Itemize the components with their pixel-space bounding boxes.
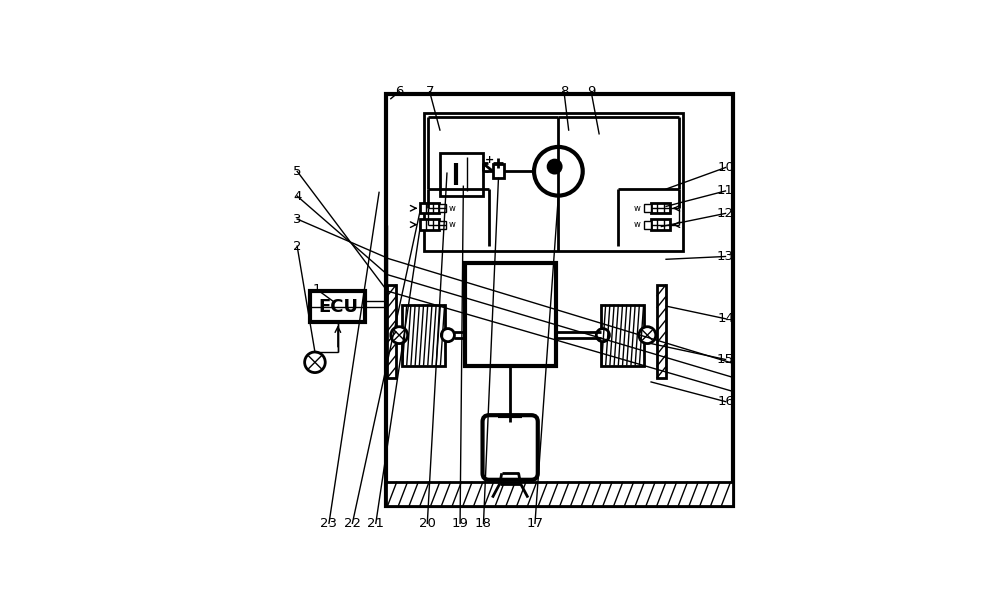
Bar xyxy=(644,221,651,229)
Bar xyxy=(386,482,733,506)
Text: w: w xyxy=(448,204,455,213)
Text: 21: 21 xyxy=(367,517,384,530)
Bar xyxy=(402,305,445,365)
Circle shape xyxy=(534,147,583,196)
Text: 17: 17 xyxy=(526,517,543,530)
Bar xyxy=(420,203,439,213)
Bar xyxy=(387,285,396,378)
Bar xyxy=(493,164,504,178)
Bar xyxy=(601,305,644,365)
Bar xyxy=(439,204,446,212)
Bar xyxy=(440,153,483,196)
Text: 19: 19 xyxy=(452,517,469,530)
Circle shape xyxy=(548,160,561,173)
Text: 20: 20 xyxy=(419,517,436,530)
Bar xyxy=(420,219,439,230)
Text: 1: 1 xyxy=(313,283,322,296)
Text: +: + xyxy=(484,155,494,165)
Text: w: w xyxy=(448,220,455,229)
Text: 6: 6 xyxy=(395,85,403,98)
Text: -: - xyxy=(484,167,488,177)
Text: 12: 12 xyxy=(717,207,734,220)
Text: 16: 16 xyxy=(717,395,734,408)
FancyBboxPatch shape xyxy=(483,415,538,480)
Text: 3: 3 xyxy=(293,213,301,226)
Text: 8: 8 xyxy=(560,85,568,98)
Text: 2: 2 xyxy=(293,240,301,253)
Text: 10: 10 xyxy=(717,161,734,174)
Circle shape xyxy=(596,328,609,342)
Bar xyxy=(439,221,446,229)
Bar xyxy=(651,203,670,213)
Circle shape xyxy=(441,328,454,342)
Bar xyxy=(657,285,666,378)
Circle shape xyxy=(305,352,325,373)
Bar xyxy=(310,291,365,322)
Text: 11: 11 xyxy=(717,184,734,198)
Text: 15: 15 xyxy=(717,353,734,366)
Circle shape xyxy=(639,326,656,344)
Text: 4: 4 xyxy=(293,190,301,202)
Text: 7: 7 xyxy=(425,85,434,98)
Text: 23: 23 xyxy=(320,517,337,530)
Text: 13: 13 xyxy=(717,250,734,263)
Text: w: w xyxy=(634,204,641,213)
Text: 18: 18 xyxy=(475,517,492,530)
Text: 9: 9 xyxy=(587,85,595,98)
Bar xyxy=(424,112,683,251)
Bar xyxy=(644,204,651,212)
Bar xyxy=(651,219,670,230)
Text: w: w xyxy=(634,220,641,229)
Text: 14: 14 xyxy=(717,313,734,325)
Bar xyxy=(465,263,556,365)
Text: 5: 5 xyxy=(293,165,301,178)
Text: ECU: ECU xyxy=(318,297,358,316)
Bar xyxy=(386,94,733,506)
Circle shape xyxy=(391,326,408,344)
Text: 22: 22 xyxy=(344,517,361,530)
